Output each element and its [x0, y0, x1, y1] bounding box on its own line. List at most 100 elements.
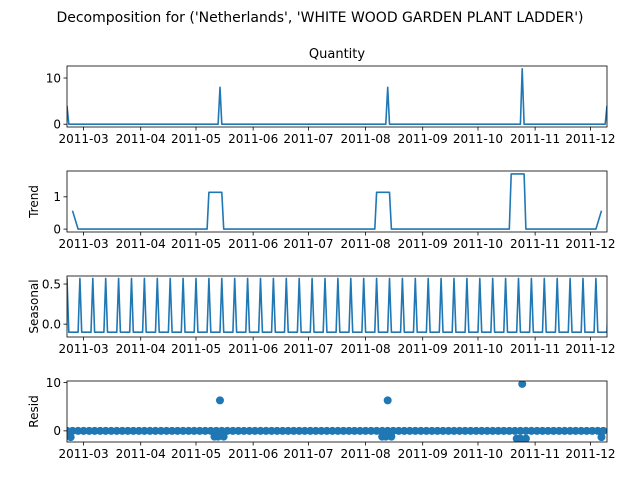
series-line — [71, 173, 603, 230]
resid-point — [566, 426, 575, 435]
resid-point — [560, 426, 569, 435]
resid-point — [239, 426, 248, 435]
resid-point — [284, 426, 293, 435]
resid-point — [400, 426, 409, 435]
resid-point — [262, 426, 271, 435]
x-tick-label: 2011-10 — [453, 132, 503, 146]
x-tick-label: 2011-04 — [116, 447, 166, 461]
resid-point — [427, 426, 436, 435]
resid-point — [206, 426, 215, 435]
resid-point — [361, 426, 370, 435]
resid-point — [381, 432, 390, 441]
resid-point — [184, 426, 193, 435]
subplot-title: Quantity — [309, 47, 365, 62]
resid-point — [311, 426, 320, 435]
x-tick-label: 2011-09 — [398, 237, 448, 251]
series-line — [67, 68, 607, 125]
resid-point — [273, 426, 282, 435]
x-tick-label: 2011-08 — [340, 237, 390, 251]
x-tick-label: 2011-12 — [565, 237, 615, 251]
resid-point — [195, 426, 204, 435]
y-axis-label: Resid — [27, 395, 41, 427]
resid-point — [372, 426, 381, 435]
resid-point — [85, 426, 94, 435]
resid-point — [306, 426, 315, 435]
x-tick-label: 2011-12 — [565, 342, 615, 356]
resid-point — [112, 426, 121, 435]
y-tick-label: 0 — [53, 424, 61, 438]
y-axis-label: Seasonal — [27, 279, 41, 333]
resid-point — [101, 426, 110, 435]
x-tick-label: 2011-07 — [283, 132, 333, 146]
x-tick-label: 2011-09 — [398, 342, 448, 356]
resid-point — [223, 426, 232, 435]
resid-point — [405, 426, 414, 435]
x-tick-label: 2011-11 — [510, 447, 560, 461]
x-tick-label: 2011-12 — [565, 447, 615, 461]
resid-point — [599, 426, 607, 435]
x-tick-label: 2011-07 — [283, 342, 333, 356]
resid-point — [455, 426, 464, 435]
axes-frame — [66, 65, 608, 128]
resid-point — [129, 426, 138, 435]
resid-point — [245, 426, 254, 435]
resid-point — [549, 426, 558, 435]
resid-point — [267, 426, 276, 435]
x-tick-label: 2011-10 — [453, 447, 503, 461]
resid-point — [433, 426, 442, 435]
resid-point — [201, 426, 210, 435]
x-tick-label: 2011-11 — [510, 132, 560, 146]
resid-point — [510, 426, 519, 435]
data-layer — [67, 277, 607, 334]
x-tick-label: 2011-11 — [510, 342, 560, 356]
resid-point — [387, 432, 396, 441]
resid-point — [422, 426, 431, 435]
resid-point — [466, 426, 475, 435]
resid-point — [322, 426, 331, 435]
resid-point — [156, 426, 165, 435]
x-tick-label: 2011-06 — [228, 132, 278, 146]
resid-point — [394, 426, 403, 435]
resid-point — [350, 426, 359, 435]
resid-point — [214, 432, 223, 441]
resid-point — [521, 434, 530, 442]
axes-frame — [66, 275, 608, 338]
resid-point — [295, 426, 304, 435]
x-tick-label: 2011-11 — [510, 237, 560, 251]
resid-point — [577, 426, 586, 435]
x-tick-label: 2011-05 — [171, 237, 221, 251]
x-tick-label: 2011-06 — [228, 342, 278, 356]
resid-point — [250, 426, 259, 435]
x-tick-label: 2011-05 — [171, 342, 221, 356]
resid-point — [383, 396, 392, 405]
y-tick-label: 10 — [46, 71, 61, 85]
y-axis-label: Trend — [27, 185, 41, 219]
resid-point — [289, 426, 298, 435]
resid-point — [378, 426, 387, 435]
resid-point — [317, 426, 326, 435]
figure-title: Decomposition for ('Netherlands', 'WHITE… — [56, 10, 583, 26]
x-tick-label: 2011-08 — [340, 447, 390, 461]
panel-3: Seasonal 0.0 0.5 2011-03 2011-04 2011-05 2011-… — [27, 275, 615, 356]
resid-point — [411, 426, 420, 435]
resid-point — [74, 426, 83, 435]
panel-2: Trend 0 1 2011-03 2011-04 2011-05 2011-06 2011-… — [27, 170, 615, 251]
axes-frame — [66, 380, 608, 443]
resid-point — [499, 426, 508, 435]
x-tick-label: 2011-04 — [116, 132, 166, 146]
resid-point — [90, 426, 99, 435]
x-tick-label: 2011-08 — [340, 342, 390, 356]
x-tick-label: 2011-10 — [453, 342, 503, 356]
x-tick-label: 2011-10 — [453, 237, 503, 251]
x-tick-label: 2011-07 — [283, 447, 333, 461]
y-tick-label: 10 — [46, 376, 61, 390]
seasonal-line — [67, 277, 607, 334]
resid-point — [416, 426, 425, 435]
resid-point — [118, 426, 127, 435]
resid-point — [123, 426, 132, 435]
x-tick-label: 2011-12 — [565, 132, 615, 146]
y-tick-label: 0.0 — [42, 317, 61, 331]
x-tick-label: 2011-08 — [340, 132, 390, 146]
resid-point — [367, 426, 376, 435]
